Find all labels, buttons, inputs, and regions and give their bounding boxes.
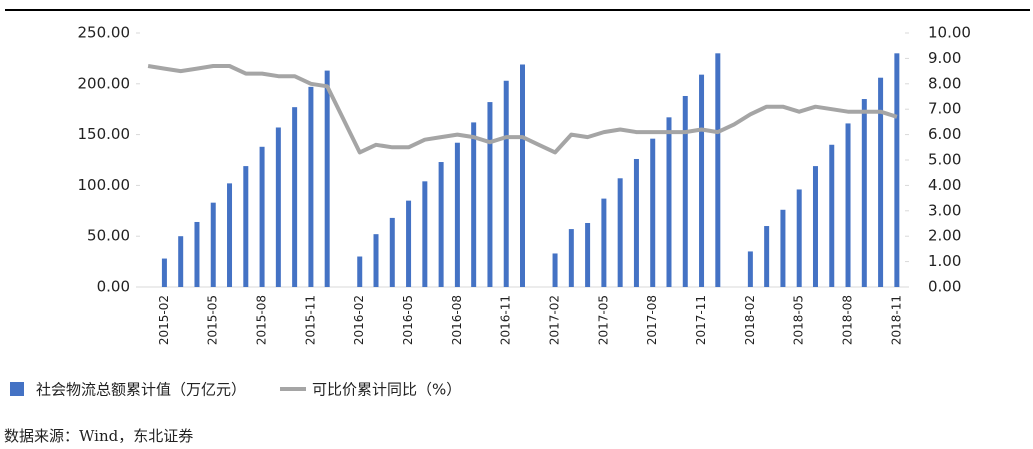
bar <box>178 236 184 287</box>
y2-tick-label: 1.00 <box>928 252 961 270</box>
x-tick-label: 2017-02 <box>548 295 562 345</box>
y-tick-label: 150.00 <box>78 125 131 143</box>
y2-tick-label: 7.00 <box>928 100 961 118</box>
legend-label: 可比价累计同比（%） <box>312 381 461 399</box>
bar <box>259 146 265 287</box>
bar <box>471 122 477 288</box>
y2-tick-label: 6.00 <box>928 125 961 143</box>
y2-tick-label: 0.00 <box>928 278 961 296</box>
x-tick-label: 2017-08 <box>645 295 659 345</box>
y-tick-label: 0.00 <box>97 278 130 296</box>
bar <box>227 183 233 287</box>
y2-tick-label: 3.00 <box>928 201 961 219</box>
bar <box>747 251 753 287</box>
bar <box>699 74 705 287</box>
bar <box>601 198 607 287</box>
legend-swatch <box>10 382 24 396</box>
y-tick-label: 250.00 <box>78 24 131 42</box>
source-note: 数据来源：Wind，东北证券 <box>4 427 193 445</box>
x-tick-label: 2016-02 <box>352 295 366 345</box>
y2-tick-label: 5.00 <box>928 151 961 169</box>
y2-tick-label: 4.00 <box>928 176 961 194</box>
bar <box>780 209 786 287</box>
bar <box>585 222 591 287</box>
x-tick-label: 2015-05 <box>206 295 220 345</box>
x-tick-label: 2018-02 <box>743 295 757 345</box>
bar <box>161 258 167 287</box>
bar <box>861 99 867 287</box>
bar <box>617 178 623 287</box>
bar <box>633 158 639 287</box>
bar <box>406 200 412 287</box>
y2-tick-label: 9.00 <box>928 49 961 67</box>
bar <box>438 162 444 287</box>
y-tick-label: 50.00 <box>87 227 130 245</box>
bar <box>275 127 281 287</box>
bar <box>373 234 379 287</box>
x-tick-label: 2018-11 <box>889 295 903 345</box>
x-tick-label: 2016-08 <box>450 295 464 345</box>
bar <box>292 107 298 287</box>
x-tick-label: 2016-05 <box>401 295 415 345</box>
line <box>147 64 898 155</box>
y2-tick-label: 2.00 <box>928 227 961 245</box>
bar <box>454 142 460 287</box>
bar <box>520 64 525 287</box>
x-tick-label: 2015-11 <box>303 295 317 345</box>
bar <box>829 144 835 287</box>
x-tick-label: 2015-02 <box>157 295 171 345</box>
bar <box>812 166 818 287</box>
bar <box>422 181 428 287</box>
bar <box>894 53 900 287</box>
x-tick-label: 2016-11 <box>499 295 513 345</box>
x-tick-label: 2018-08 <box>841 295 855 345</box>
bar <box>715 53 721 287</box>
bar <box>487 102 493 287</box>
y2-tick-label: 10.00 <box>928 24 971 42</box>
bar <box>878 77 884 287</box>
bar <box>308 86 314 288</box>
bar <box>552 253 558 287</box>
x-tick-label: 2017-11 <box>694 295 708 345</box>
bar <box>568 229 574 287</box>
y-tick-label: 200.00 <box>78 74 131 92</box>
bar <box>650 138 656 287</box>
x-tick-label: 2015-08 <box>255 295 269 345</box>
bar <box>845 123 851 287</box>
bar <box>503 80 509 287</box>
bar <box>243 166 249 287</box>
bar <box>796 189 802 287</box>
legend-label: 社会物流总额累计值（万亿元） <box>36 381 246 399</box>
bar <box>666 117 672 287</box>
bar <box>324 70 330 287</box>
y2-tick-label: 8.00 <box>928 74 961 92</box>
y-tick-label: 100.00 <box>78 176 131 194</box>
x-tick-label: 2017-05 <box>596 295 610 345</box>
bar <box>210 202 216 287</box>
bar <box>194 221 200 287</box>
bar <box>682 95 688 287</box>
bar <box>764 226 770 287</box>
bar <box>357 256 363 287</box>
x-tick-label: 2018-05 <box>792 295 806 345</box>
bar <box>389 217 395 287</box>
